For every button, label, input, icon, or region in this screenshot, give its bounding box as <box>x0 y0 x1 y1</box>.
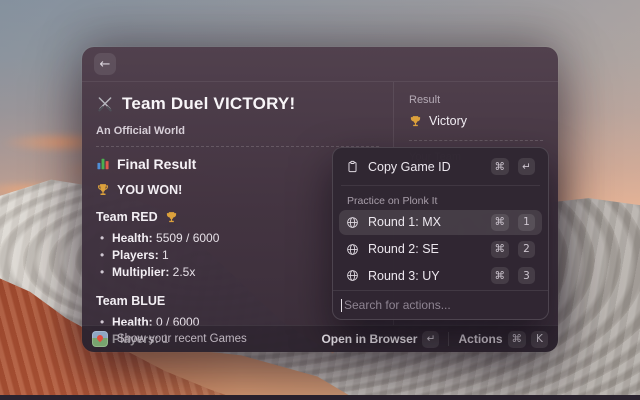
round-2-label: Round 2: SE <box>368 242 439 256</box>
final-result-heading: Final Result <box>117 156 197 172</box>
crossed-swords-icon <box>98 97 112 112</box>
divider <box>341 184 540 186</box>
result-label: Result <box>409 94 441 106</box>
clipboard-icon <box>348 161 357 173</box>
search-input[interactable] <box>344 298 540 313</box>
trophy-icon <box>98 184 108 195</box>
result-value: Victory <box>429 114 467 128</box>
copy-game-id-item[interactable]: Copy Game ID ⌘ ↵ <box>339 153 542 181</box>
team-red-stats: Health: 5509 / 6000 Players: 1 Multiplie… <box>96 230 379 281</box>
titlebar: ← <box>82 47 558 82</box>
cmd-key-badge: ⌘ <box>490 213 509 231</box>
page-title-row: Team Duel VICTORY! <box>96 94 379 114</box>
main-column: Team Duel VICTORY! An Official World Fin… <box>82 82 393 348</box>
round-1-label: Round 1: MX <box>368 215 441 230</box>
back-button[interactable]: ← <box>94 53 116 75</box>
team-red-header: Team RED <box>96 210 379 224</box>
page-subtitle: An Official World <box>96 125 186 137</box>
you-won-row: YOU WON! <box>96 183 379 197</box>
divider <box>96 146 379 147</box>
text-caret <box>341 298 342 312</box>
actions-label: Actions <box>458 332 503 346</box>
globe-icon <box>347 270 358 282</box>
stat-item: Health: 5509 / 6000 <box>96 230 379 247</box>
globe-icon <box>347 243 358 255</box>
copy-game-id-label: Copy Game ID <box>368 159 451 174</box>
globe-icon <box>347 216 358 228</box>
result-value-row: Victory <box>409 114 543 128</box>
footer-bar: Show your recent Games Open in Browser ↵… <box>82 325 558 352</box>
return-key-badge: ↵ <box>518 158 535 176</box>
trophy-icon <box>166 211 176 222</box>
team-blue-stats: Health: 0 / 6000 Players: 1 <box>96 314 379 348</box>
you-won-text: YOU WON! <box>117 183 183 197</box>
cmd-key-badge: ⌘ <box>490 240 509 258</box>
wallpaper-bottom-strip <box>0 395 640 400</box>
digit-key-badge: 2 <box>518 240 535 258</box>
palette-section-label: Practice on Plonk It <box>347 194 438 207</box>
round-3-label: Round 3: UY <box>368 268 440 283</box>
stat-item: Multiplier: 2.5x <box>96 264 379 281</box>
digit-key-badge: 1 <box>518 213 535 231</box>
divider <box>409 140 543 141</box>
content-area: Team Duel VICTORY! An Official World Fin… <box>82 82 558 348</box>
final-result-heading-row: Final Result <box>96 156 379 172</box>
team-red-name: Team RED <box>96 210 158 224</box>
map-pin-icon <box>95 333 105 343</box>
page-title: Team Duel VICTORY! <box>122 94 296 113</box>
team-blue-name: Team BLUE <box>96 294 166 308</box>
footer-divider <box>448 332 450 346</box>
cmd-key-badge: ⌘ <box>507 330 526 348</box>
app-window: ← Team Duel VICTORY! An Official World <box>82 47 558 352</box>
team-blue-header: Team BLUE <box>96 294 379 308</box>
actions-palette: Copy Game ID ⌘ ↵ Practice on Plonk It Ro… <box>332 147 549 320</box>
app-logo-icon <box>92 331 108 347</box>
return-key-badge: ↵ <box>422 330 440 348</box>
stat-item: Health: 0 / 6000 <box>96 314 379 331</box>
open-in-browser-button[interactable]: Open in Browser ↵ <box>321 330 440 348</box>
round-1-item[interactable]: Round 1: MX ⌘ 1 <box>339 209 542 235</box>
open-in-browser-label: Open in Browser <box>321 332 418 346</box>
actions-button[interactable]: Actions ⌘ K <box>458 330 548 348</box>
palette-search-row <box>333 290 548 319</box>
k-key-badge: K <box>531 330 548 348</box>
round-3-item[interactable]: Round 3: UY ⌘ 3 <box>339 263 542 288</box>
digit-key-badge: 3 <box>518 267 535 285</box>
stat-item: Players: 1 <box>96 247 379 264</box>
cmd-key-badge: ⌘ <box>490 267 509 285</box>
footer-status-text: Show your recent Games <box>117 333 247 345</box>
trophy-icon <box>410 115 421 126</box>
round-2-item[interactable]: Round 2: SE ⌘ 2 <box>339 237 542 262</box>
bar-chart-icon <box>97 158 109 170</box>
cmd-key-badge: ⌘ <box>490 158 509 176</box>
